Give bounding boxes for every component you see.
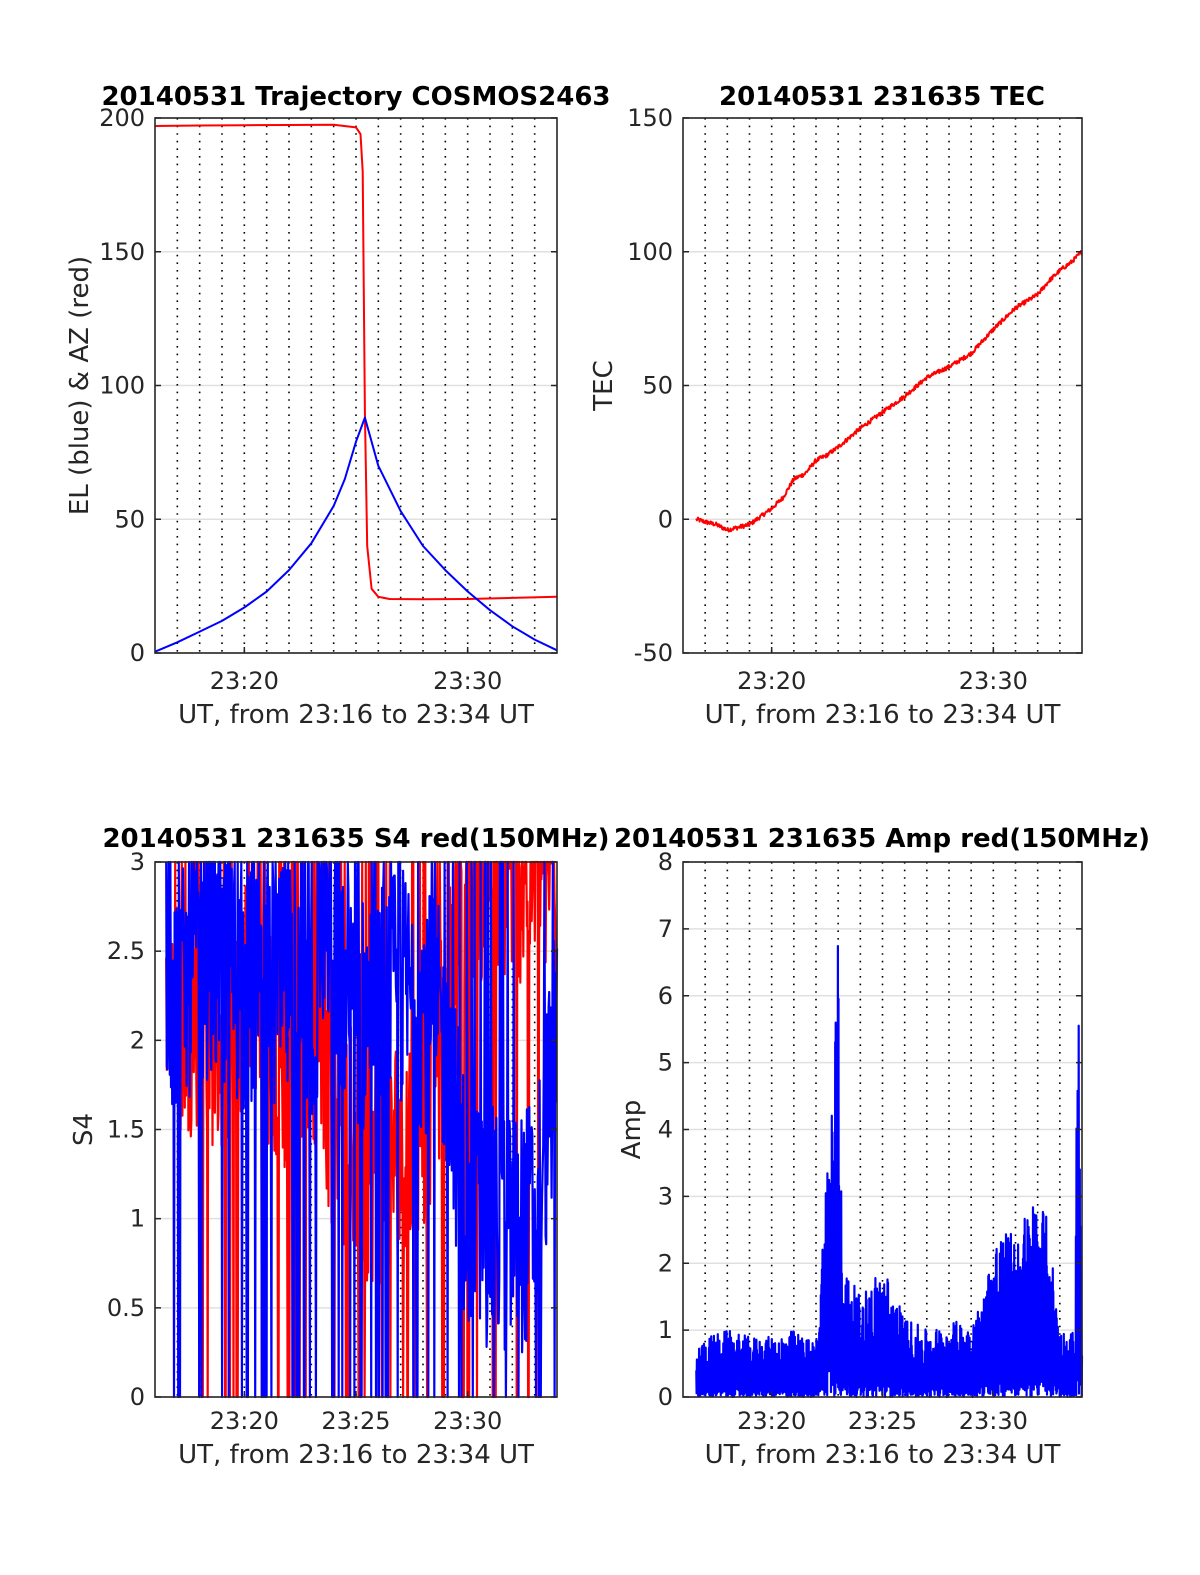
xtick-label: 23:20 <box>737 667 806 695</box>
xtick-label: 23:20 <box>210 1407 279 1435</box>
ytick-label: 2 <box>130 1026 145 1054</box>
ytick-label: 2.5 <box>107 937 145 965</box>
chart-amp: 0 1 2 3 4 5 6 7 8 23:20 23:25 23:30 20140531 231635 … <box>614 824 1150 1470</box>
series-line-trajectory-1 <box>154 416 558 653</box>
ytick-label: 2 <box>658 1249 673 1277</box>
y-axis-label: S4 <box>69 1113 99 1146</box>
y-axis-label: Amp <box>617 1100 647 1160</box>
ytick-label: 200 <box>99 104 145 132</box>
xtick-label: 23:25 <box>321 1407 390 1435</box>
ytick-label: 0.5 <box>107 1294 145 1322</box>
x-axis-label: UT, from 23:16 to 23:34 UT <box>705 700 1061 730</box>
xtick-label: 23:30 <box>433 1407 502 1435</box>
xtick-label: 23:20 <box>210 667 279 695</box>
ytick-label: 1 <box>658 1316 673 1344</box>
chart-title: 20140531 231635 S4 red(150MHz) <box>102 824 609 854</box>
y-axis-label: TEC <box>589 360 619 411</box>
series-line-tec-0 <box>695 250 1083 533</box>
ytick-label: 3 <box>658 1182 673 1210</box>
series-line-amp-0 <box>695 945 1084 1399</box>
x-axis-label: UT, from 23:16 to 23:34 UT <box>705 1440 1061 1470</box>
ytick-label: 5 <box>658 1049 673 1077</box>
ytick-label: 50 <box>114 505 145 533</box>
ytick-label: 100 <box>99 372 145 400</box>
ytick-label: 8 <box>658 848 673 876</box>
chart-trajectory: 0 50 100 150 200 23:20 23:30 20140531 Trajector… <box>65 82 611 730</box>
ytick-label: 6 <box>658 982 673 1010</box>
chart-title: 20140531 Trajectory COSMOS2463 <box>101 82 610 112</box>
ytick-label: 7 <box>658 915 673 943</box>
chart-title: 20140531 231635 Amp red(150MHz) <box>614 824 1150 854</box>
xtick-label: 23:30 <box>959 667 1028 695</box>
xtick-label: 23:30 <box>433 667 502 695</box>
x-axis-label: UT, from 23:16 to 23:34 UT <box>178 1440 534 1470</box>
ytick-label: 0 <box>658 1383 673 1411</box>
ytick-label: 1 <box>130 1205 145 1233</box>
chart-s4: 0 0.5 1 1.5 2 2.5 3 23:20 23:25 23:30 20140531 231… <box>69 824 610 1470</box>
ytick-label: 150 <box>99 238 145 266</box>
ytick-label: 4 <box>658 1116 673 1144</box>
ytick-label: 50 <box>642 372 673 400</box>
chart-title: 20140531 231635 TEC <box>719 82 1045 112</box>
ytick-label: 150 <box>627 104 673 132</box>
ytick-label: 0 <box>130 1383 145 1411</box>
xtick-label: 23:25 <box>848 1407 917 1435</box>
ytick-label: 0 <box>130 639 145 667</box>
y-axis-label: EL (blue) & AZ (red) <box>65 256 95 515</box>
xtick-label: 23:30 <box>959 1407 1028 1435</box>
xtick-label: 23:20 <box>737 1407 806 1435</box>
ytick-label: 100 <box>627 238 673 266</box>
x-axis-label: UT, from 23:16 to 23:34 UT <box>178 700 534 730</box>
ytick-label: 0 <box>658 505 673 533</box>
ytick-label: 1.5 <box>107 1116 145 1144</box>
ytick-label: 3 <box>130 848 145 876</box>
series-line-trajectory-0 <box>154 123 558 601</box>
chart-tec: -50 0 50 100 150 23:20 23:30 20140531 231635 TE… <box>589 82 1083 730</box>
ytick-label: -50 <box>634 639 673 667</box>
